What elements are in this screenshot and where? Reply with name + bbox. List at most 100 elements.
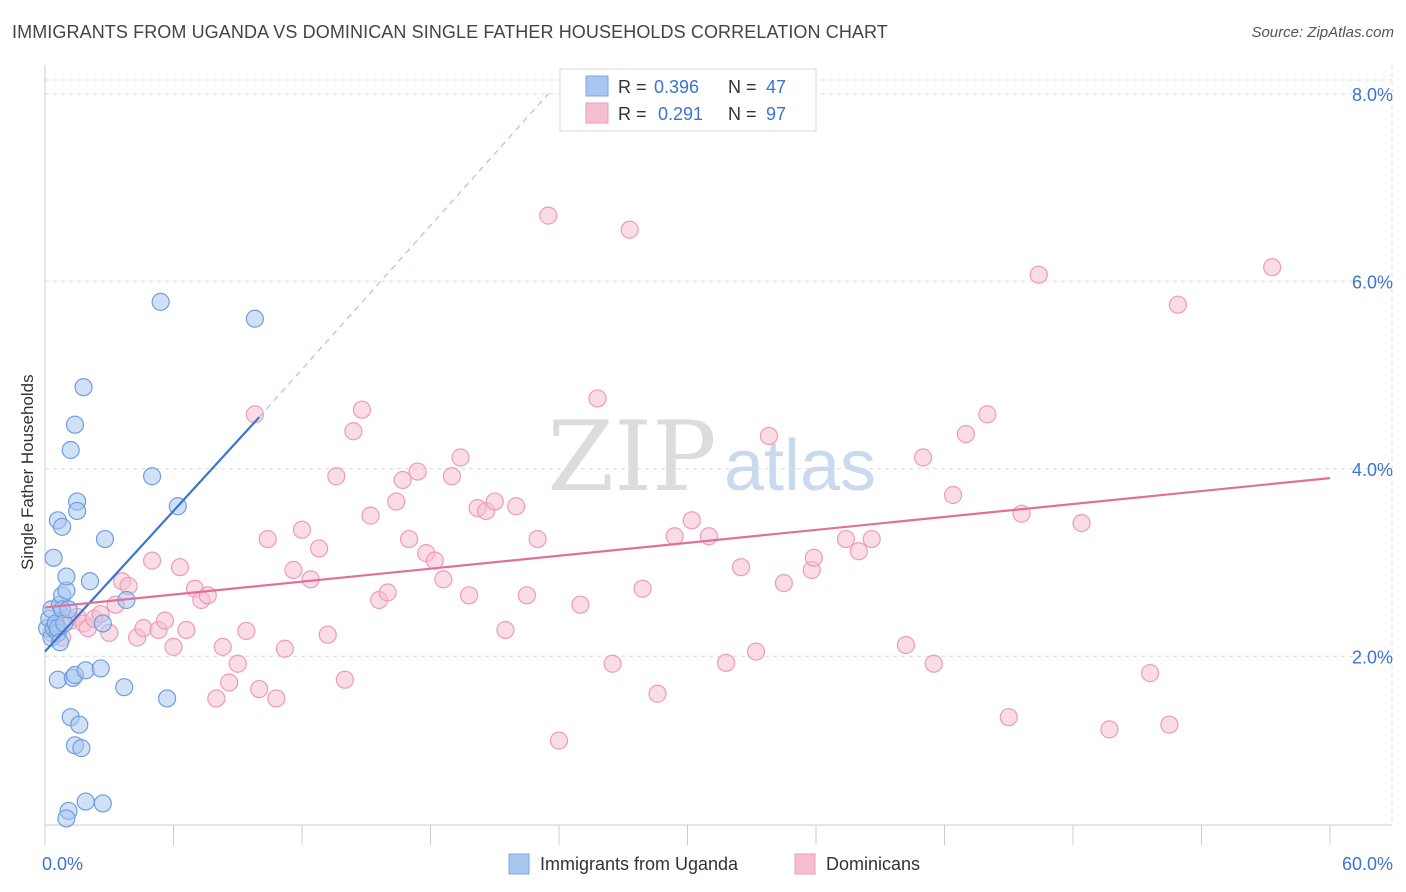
dominican-point — [539, 206, 558, 225]
dominican-point — [956, 424, 976, 444]
dominican-point — [207, 689, 226, 708]
dominican-point — [442, 467, 462, 486]
dominican-point — [228, 654, 247, 673]
correlation-legend: R = 0.396 N = 47 R = 0.291 N = 97 — [559, 68, 817, 132]
dominican-point — [164, 637, 183, 656]
watermark-atlas: atlas — [724, 426, 876, 506]
watermark-zip: ZIP — [547, 401, 716, 513]
dominican-point — [1100, 720, 1119, 739]
legend-n-value-2: 97 — [766, 104, 786, 124]
uganda-point — [57, 809, 76, 828]
dominican-point — [284, 560, 303, 580]
dominican-point — [361, 506, 380, 525]
legend-n-label-1: N = — [728, 77, 757, 97]
y-tick-label: 6.0% — [1352, 272, 1393, 292]
dominican-point — [978, 405, 997, 424]
uganda-point — [142, 467, 162, 486]
dominican-point — [549, 731, 569, 750]
dominican-point — [1263, 258, 1282, 277]
uganda-point — [76, 661, 95, 680]
dominican-point — [134, 619, 153, 638]
legend-n-label-2: N = — [728, 104, 757, 124]
dominican-point — [633, 579, 652, 598]
dominican-point — [496, 620, 515, 640]
series-legend: Immigrants from Uganda Dominicans — [508, 853, 920, 875]
legend-n-value-1: 47 — [766, 77, 786, 97]
y-tick-label: 4.0% — [1352, 460, 1393, 480]
dominican-point — [804, 548, 823, 567]
axes — [44, 65, 1392, 845]
dominican-point — [759, 426, 778, 446]
dominican-point — [408, 462, 427, 481]
legend-r-value-2: 0.291 — [658, 104, 703, 124]
dominican-point — [1160, 715, 1179, 734]
watermark: ZIP atlas — [547, 401, 876, 513]
dominican-point — [648, 684, 667, 703]
dominican-point — [1140, 664, 1160, 683]
legend-swatch-dominicans — [585, 102, 609, 124]
uganda-point — [53, 517, 72, 536]
dominican-point — [434, 570, 453, 589]
dominican-point — [237, 621, 256, 641]
dominican-point — [393, 470, 412, 490]
dominican-point — [528, 529, 547, 549]
uganda-point — [68, 501, 87, 521]
uganda-point — [65, 415, 85, 434]
dominican-point — [177, 620, 196, 640]
dominican-point — [862, 529, 881, 549]
uganda-trend-line — [44, 416, 260, 653]
legend-r-value-1: 0.396 — [654, 77, 699, 97]
dominican-point — [620, 220, 639, 239]
y-tick-label: 2.0% — [1352, 647, 1393, 667]
bottom-legend-swatch-dominicans — [794, 853, 816, 875]
dominican-point — [896, 635, 916, 655]
uganda-point — [245, 309, 264, 328]
y-axis-label: Single Father Households — [18, 374, 37, 570]
dominican-point — [258, 529, 277, 549]
chart-title: IMMIGRANTS FROM UGANDA VS DOMINICAN SING… — [12, 22, 888, 42]
tick-labels: 2.0% 4.0% 6.0% 8.0% 0.0% 60.0% — [42, 85, 1393, 874]
dominican-point — [220, 673, 239, 692]
uganda-point — [57, 567, 76, 586]
dominican-point — [399, 529, 419, 549]
dominican-point — [318, 625, 337, 644]
uganda-point — [72, 739, 91, 758]
dominican-point — [451, 448, 470, 467]
dominican-point — [836, 529, 856, 549]
uganda-point — [93, 794, 112, 813]
legend-r-label-2: R = — [618, 104, 647, 124]
uganda-point — [157, 689, 177, 708]
dominican-point — [352, 400, 372, 419]
dominican-point — [731, 558, 751, 577]
dominican-point — [517, 586, 536, 605]
x-tick-label: 0.0% — [42, 854, 83, 874]
y-tick-label: 8.0% — [1352, 85, 1393, 105]
uganda-point — [74, 378, 93, 397]
dominican-point — [774, 574, 793, 593]
uganda-point — [44, 548, 63, 567]
dominican-point — [485, 492, 504, 511]
dominican-point — [459, 586, 479, 605]
source-label: Source: ZipAtlas.com — [1251, 24, 1394, 41]
dominican-point — [327, 467, 346, 486]
uganda-trend-extension — [258, 93, 549, 418]
uganda-point — [115, 678, 134, 697]
trend-lines — [44, 93, 1331, 653]
dominican-point — [1168, 295, 1188, 314]
dominican-point — [344, 422, 363, 441]
uganda-point — [70, 715, 89, 734]
gridlines — [45, 65, 1393, 825]
dominican-point — [913, 448, 933, 467]
uganda-point — [80, 572, 100, 591]
dominican-point — [849, 542, 868, 561]
dominican-point — [603, 654, 622, 673]
dominican-point — [999, 708, 1018, 727]
uganda-point — [95, 529, 115, 549]
series-uganda — [38, 292, 264, 828]
dominican-point — [387, 492, 406, 511]
dominican-point — [588, 389, 607, 408]
dominican-point — [250, 679, 269, 699]
dominican-point — [170, 558, 190, 577]
dominican-point — [716, 653, 736, 672]
